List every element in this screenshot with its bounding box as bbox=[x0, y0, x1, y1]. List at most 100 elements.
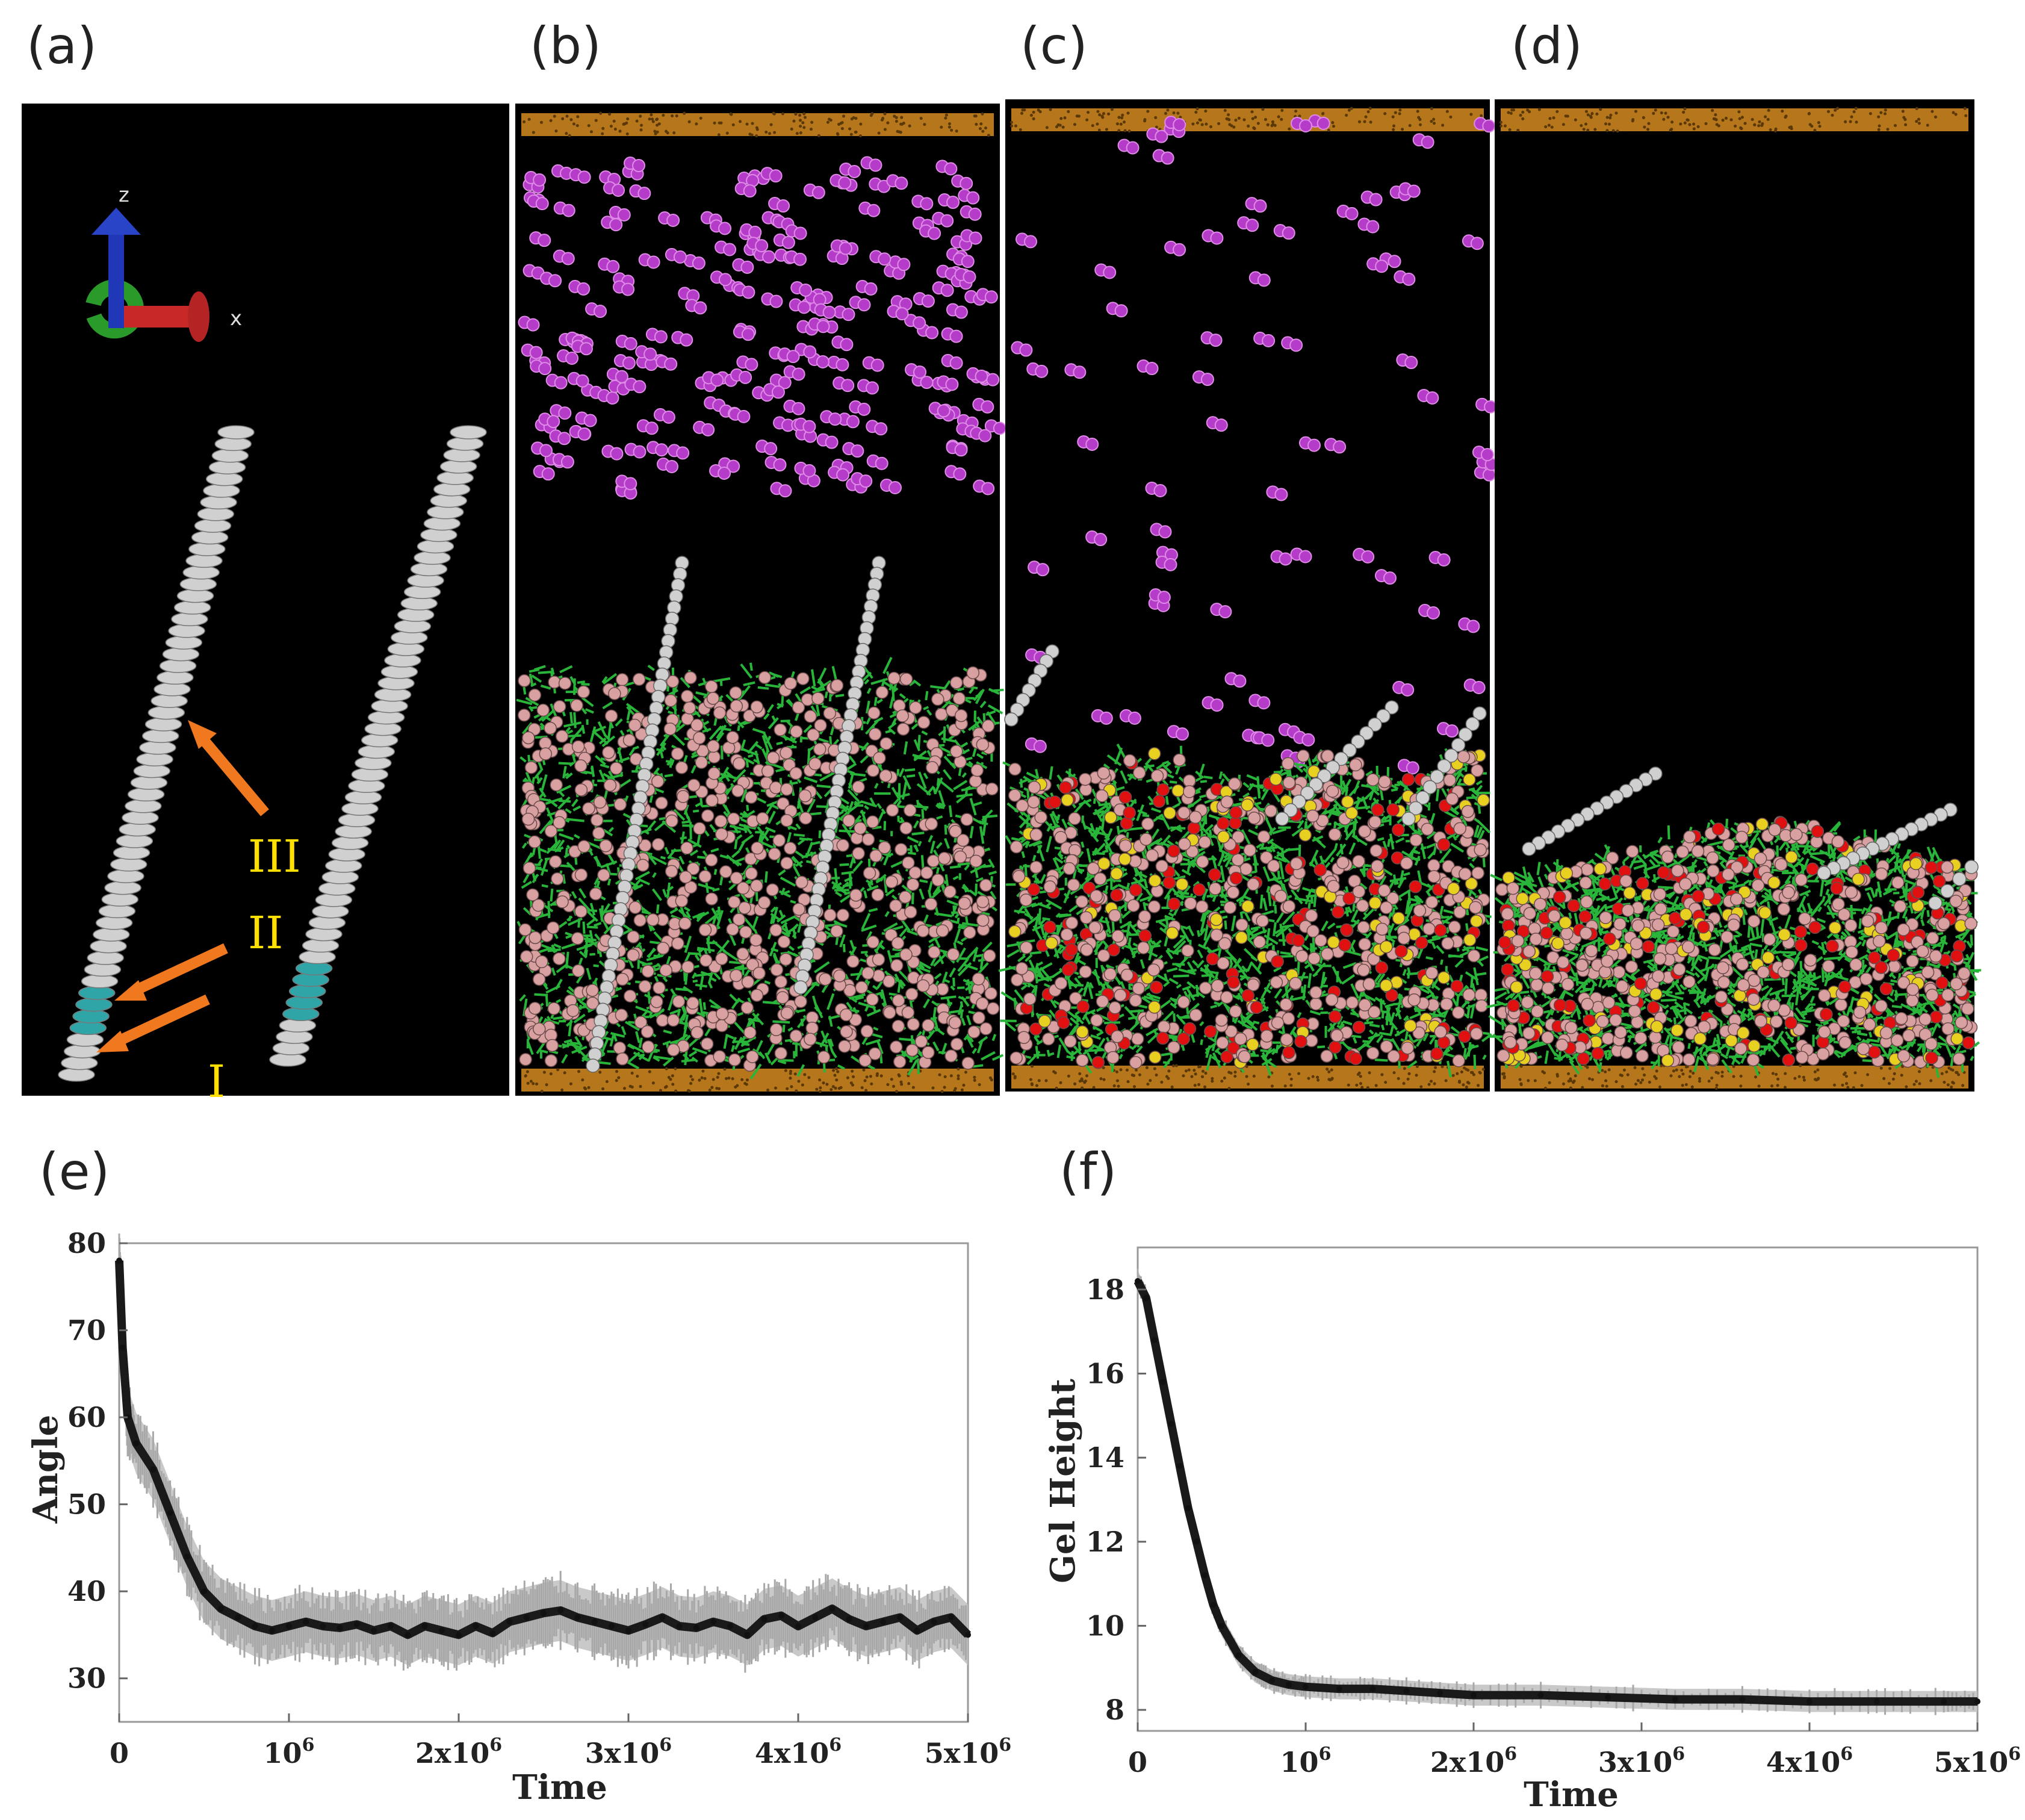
wall-particle bbox=[622, 1087, 626, 1090]
wall-particle bbox=[943, 1075, 947, 1078]
gel-bead bbox=[642, 1040, 655, 1054]
wall-particle bbox=[790, 1085, 793, 1089]
gel-network-bond bbox=[904, 768, 916, 772]
gel-network-bond bbox=[883, 681, 891, 688]
solvent-particle bbox=[610, 447, 624, 461]
gel-bead bbox=[783, 842, 797, 855]
gel-network-bond bbox=[976, 753, 984, 759]
solvent-particle bbox=[793, 226, 807, 240]
solvent-particle bbox=[1099, 711, 1113, 725]
solvent-particle bbox=[1023, 235, 1037, 249]
wall-particle bbox=[1397, 1076, 1400, 1080]
wall-particle bbox=[1330, 1078, 1333, 1081]
solvent-particle bbox=[1126, 141, 1140, 155]
wall-particle bbox=[869, 1075, 872, 1078]
gel-network-bond bbox=[772, 804, 780, 810]
solvent-particle bbox=[802, 420, 816, 433]
solvent-particle bbox=[778, 484, 792, 498]
rod-bead bbox=[110, 857, 147, 872]
wall-particle bbox=[1254, 116, 1257, 119]
wall-particle bbox=[834, 1086, 837, 1090]
gel-network-bond bbox=[957, 958, 969, 972]
gel-bead bbox=[769, 781, 783, 795]
gel-bead bbox=[698, 923, 712, 937]
wall-particle bbox=[1419, 123, 1422, 126]
wall-particle bbox=[1441, 123, 1445, 127]
wall-particle bbox=[594, 119, 598, 122]
solvent-particle bbox=[778, 376, 792, 390]
wall-particle bbox=[665, 1085, 668, 1089]
gel-network-bond bbox=[972, 801, 982, 807]
wall-particle bbox=[768, 132, 772, 135]
gel-network-bond bbox=[824, 691, 828, 698]
gel-bead bbox=[638, 980, 652, 993]
wall-particle bbox=[609, 125, 613, 128]
solvent-particle bbox=[1427, 606, 1440, 620]
wall-particle bbox=[947, 122, 951, 126]
rod-bead bbox=[150, 694, 188, 708]
solvent-particle bbox=[811, 185, 825, 199]
gel-network-bond bbox=[733, 1020, 746, 1034]
wall-particle bbox=[1081, 1086, 1084, 1090]
gel-bead bbox=[550, 778, 563, 792]
solvent-particle bbox=[655, 443, 669, 457]
wall-particle bbox=[671, 1082, 675, 1086]
panel-label-d: (d) bbox=[1511, 16, 1583, 75]
segment-label-iii: III bbox=[248, 831, 301, 883]
wall-particle bbox=[883, 128, 887, 131]
wall-particle bbox=[943, 1085, 946, 1089]
wall-particle bbox=[1102, 1078, 1106, 1081]
wall-particle bbox=[690, 1078, 694, 1081]
solvent-particle bbox=[1261, 733, 1275, 747]
wall-particle bbox=[822, 1081, 825, 1085]
gel-bead bbox=[849, 889, 863, 902]
gel-bead bbox=[866, 815, 879, 828]
gel-network-bond bbox=[932, 1041, 940, 1052]
gel-bead bbox=[967, 1025, 981, 1039]
gel-bead bbox=[684, 671, 697, 685]
gel-bead bbox=[633, 913, 647, 927]
wall-particle bbox=[1172, 111, 1176, 114]
solvent-particle bbox=[1233, 674, 1247, 688]
wall-particle bbox=[662, 113, 665, 117]
wall-particle bbox=[651, 1081, 655, 1085]
gel-bead bbox=[819, 972, 832, 986]
wall-particle bbox=[789, 1072, 792, 1075]
wall-particle bbox=[755, 128, 759, 131]
wall-particle bbox=[831, 1085, 835, 1089]
gel-bead bbox=[790, 725, 803, 738]
wall-particle bbox=[949, 1074, 953, 1078]
solvent-particle bbox=[953, 467, 967, 481]
wall-particle bbox=[1073, 123, 1076, 126]
solvent-particle bbox=[1366, 220, 1380, 234]
wall-particle bbox=[556, 1068, 560, 1072]
wall-particle bbox=[907, 1082, 911, 1085]
solvent-particle bbox=[792, 367, 805, 381]
solvent-particle bbox=[838, 176, 852, 190]
gel-bead bbox=[769, 1023, 783, 1037]
solvent-particle bbox=[1375, 259, 1389, 273]
wall-particle bbox=[1193, 1084, 1197, 1087]
gel-network-bond bbox=[656, 748, 665, 752]
gel-bead bbox=[814, 719, 827, 732]
gel-bead bbox=[895, 843, 908, 856]
rod-bead bbox=[144, 717, 182, 731]
solvent-particle bbox=[554, 376, 568, 390]
wall-particle bbox=[893, 114, 896, 118]
wall-particle bbox=[1096, 110, 1100, 113]
gel-bead bbox=[750, 879, 763, 892]
solvent-particle bbox=[740, 260, 754, 274]
solvent-particle bbox=[1209, 334, 1223, 347]
wall-particle bbox=[1063, 116, 1067, 120]
wall-particle bbox=[1307, 1076, 1310, 1080]
wall-particle bbox=[1407, 1072, 1411, 1075]
gel-bead bbox=[532, 898, 545, 912]
wall-particle bbox=[957, 1074, 960, 1078]
wall-particle bbox=[716, 1075, 719, 1079]
wall-particle bbox=[802, 126, 806, 129]
wall-particle bbox=[576, 115, 580, 119]
solvent-particle bbox=[1245, 219, 1259, 232]
gel-network-bond bbox=[749, 662, 753, 671]
wall-particle bbox=[851, 1083, 855, 1087]
gel-bead bbox=[931, 692, 944, 706]
